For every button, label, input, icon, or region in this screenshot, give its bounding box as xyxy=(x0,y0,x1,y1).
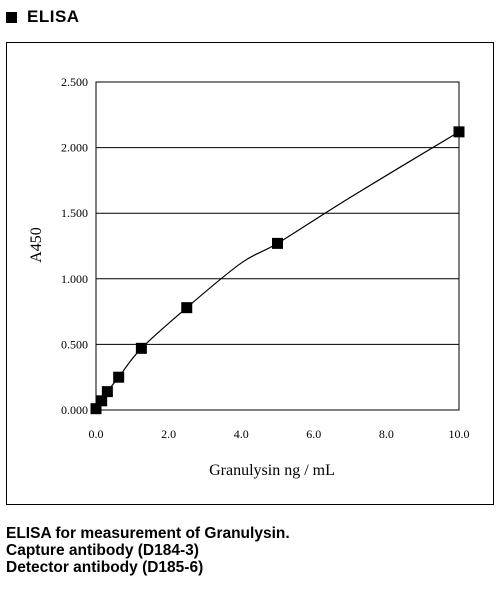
data-point-5 xyxy=(181,302,193,314)
x-tick-label-1: 2.0 xyxy=(161,427,176,441)
tick-labels: 0.000 0.500 1.000 1.500 2.000 2.500 0.0 2.0 4.0 6… xyxy=(61,75,470,441)
fit-curve-line xyxy=(95,131,460,410)
x-tick-label-4: 8.0 xyxy=(379,427,394,441)
y-axis-label: A450 xyxy=(28,227,45,263)
x-tick-label-0: 0.0 xyxy=(89,427,104,441)
fit-curve xyxy=(95,131,460,410)
heading-text: ELISA xyxy=(27,7,80,26)
data-points xyxy=(90,126,465,415)
caption-line-1: ELISA for measurement of Granulysin. xyxy=(6,525,290,542)
grid-lines xyxy=(96,147,459,345)
data-point-1 xyxy=(96,395,108,407)
x-tick-label-3: 6.0 xyxy=(306,427,321,441)
data-point-2 xyxy=(101,386,113,398)
data-point-3 xyxy=(113,371,125,383)
chart-frame xyxy=(6,42,494,505)
data-point-4 xyxy=(135,342,147,354)
caption-line-2: Capture antibody (D184-3) xyxy=(6,542,199,559)
heading-bullet-icon xyxy=(6,11,17,23)
caption-line-3: Detector antibody (D185-6) xyxy=(6,559,204,576)
data-point-7 xyxy=(453,126,465,138)
data-point-6 xyxy=(272,237,283,249)
y-tick-label-1: 0.500 xyxy=(61,337,88,351)
y-tick-label-0: 0.000 xyxy=(61,403,88,417)
y-tick-label-3: 1.500 xyxy=(61,206,88,220)
x-tick-label-2: 4.0 xyxy=(234,427,249,441)
y-tick-label-5: 2.500 xyxy=(61,75,88,89)
x-axis-label: Granulysin ng / mL xyxy=(209,462,335,479)
plot-area xyxy=(95,81,460,411)
data-point-0 xyxy=(90,403,102,415)
x-tick-label-5: 10.0 xyxy=(449,427,470,441)
figure-caption: ELISA for measurement of Granulysin. Cap… xyxy=(6,525,290,576)
chart-heading: ELISA xyxy=(6,7,80,27)
y-tick-label-2: 1.000 xyxy=(61,272,88,286)
y-tick-label-4: 2.000 xyxy=(61,141,88,155)
